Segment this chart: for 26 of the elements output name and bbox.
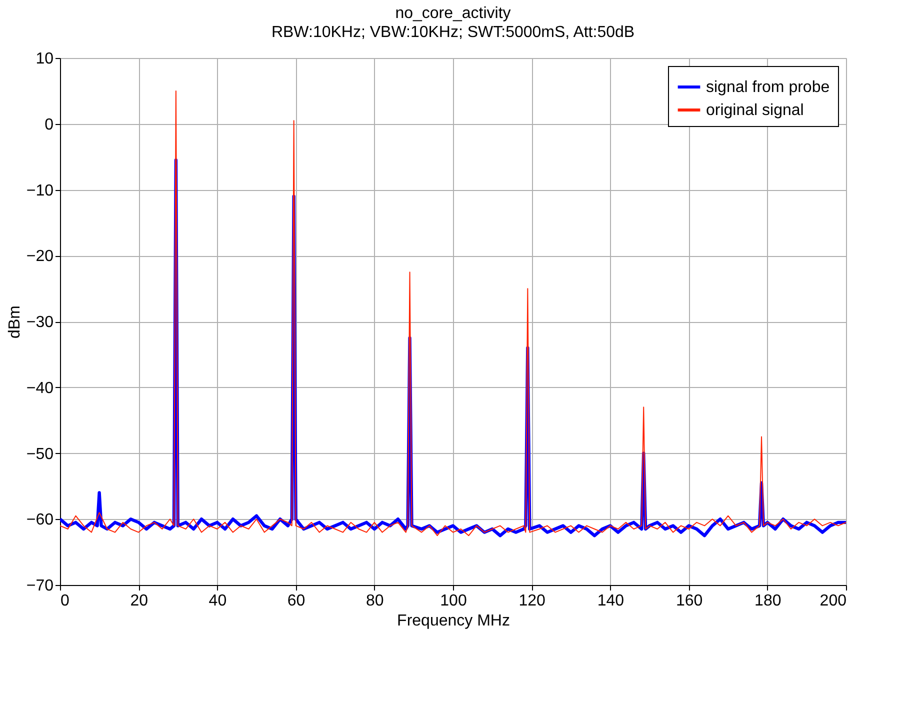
y-tick-label: −10 bbox=[26, 182, 54, 200]
y-tick-label: −30 bbox=[26, 314, 54, 331]
y-tick-label: −40 bbox=[26, 380, 54, 397]
chart-title: no_core_activity bbox=[395, 5, 511, 22]
x-tick-label: 200 bbox=[820, 592, 847, 610]
y-tick-label: 10 bbox=[36, 50, 54, 68]
x-tick-label: 40 bbox=[208, 592, 227, 610]
x-tick-label: 140 bbox=[597, 592, 624, 610]
x-axis-title: Frequency MHz bbox=[397, 612, 510, 630]
legend-label: original signal bbox=[706, 102, 804, 119]
chart-subtitle: RBW:10KHz; VBW:10KHz; SWT:5000mS, Att:50dB bbox=[271, 24, 635, 41]
x-tick-label: 0 bbox=[60, 592, 70, 610]
x-tick-label: 100 bbox=[440, 592, 467, 610]
legend-label: signal from probe bbox=[706, 79, 830, 96]
y-tick-label: −60 bbox=[26, 512, 54, 529]
x-tick-label: 160 bbox=[676, 592, 703, 610]
x-tick-label: 180 bbox=[754, 592, 782, 610]
x-tick-label: 20 bbox=[130, 592, 148, 610]
y-tick-label: 0 bbox=[44, 116, 54, 134]
y-axis-title: dBm bbox=[6, 306, 24, 338]
y-tick-label: −50 bbox=[26, 446, 54, 463]
x-tick-label: 120 bbox=[518, 592, 546, 610]
x-tick-label: 80 bbox=[366, 592, 384, 610]
y-tick-label: −70 bbox=[26, 578, 54, 594]
x-tick-label: 60 bbox=[287, 592, 306, 610]
y-tick-label: −20 bbox=[26, 248, 54, 266]
